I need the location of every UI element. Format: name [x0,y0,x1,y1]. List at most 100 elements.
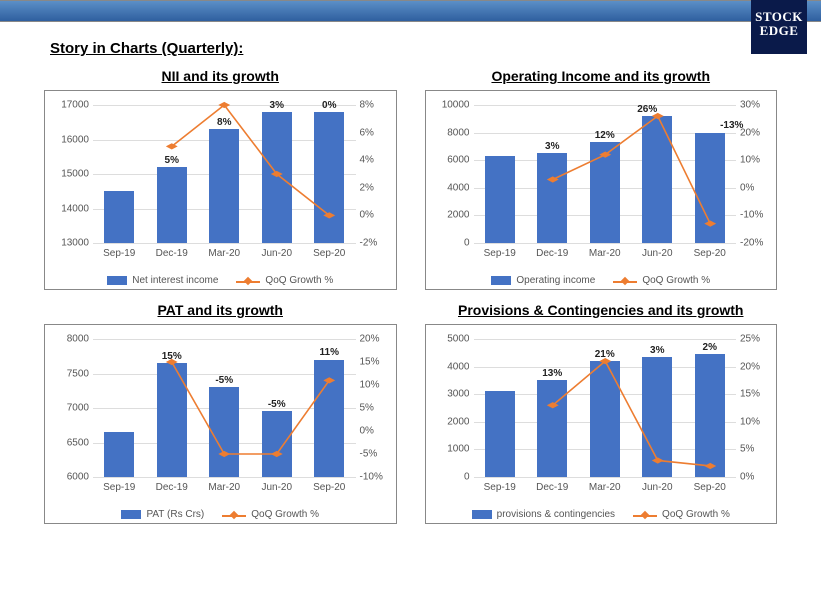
data-label: 21% [595,349,615,360]
legend-item-bar: provisions & contingencies [472,509,615,520]
plot-area: 0200040006000800010000-20%-10%0%10%20%30… [474,105,737,243]
y2-tick-label: 6% [360,127,394,138]
data-label: -5% [215,375,233,386]
line-marker [704,221,716,227]
x-labels: Sep-19Dec-19Mar-20Jun-20Sep-20 [474,482,737,493]
gridline [93,243,356,244]
legend-line-label: QoQ Growth % [662,509,730,520]
y1-tick-label: 7000 [49,403,89,414]
plot-area: 1300014000150001600017000-2%0%2%4%6%8%5%… [93,105,356,243]
legend: Net interest income QoQ Growth % [45,275,396,286]
x-tick-label: Sep-19 [474,482,527,493]
data-label: 0% [322,100,336,111]
y2-tick-label: 30% [740,100,774,111]
x-tick-label: Sep-19 [93,482,146,493]
legend: Operating incomeQoQ Growth % [426,275,777,286]
y2-tick-label: 0% [360,210,394,221]
qoq-line [552,116,710,224]
line-swatch-icon [222,510,246,520]
logo-line1: STOCK [751,10,807,24]
legend-bar-label: Net interest income [132,275,218,286]
data-label: 2% [703,342,717,353]
data-label: 26% [637,104,657,115]
x-tick-label: Sep-20 [303,248,356,259]
y2-tick-label: 10% [740,416,774,427]
legend: provisions & contingencies QoQ Growth % [426,509,777,520]
y2-tick-label: -20% [740,238,774,249]
line-svg [474,105,737,243]
legend-item-line: QoQ Growth % [236,275,333,286]
y2-tick-label: 5% [360,403,394,414]
chart-box: 60006500700075008000-10%-5%0%5%10%15%20%… [44,324,397,524]
y1-tick-label: 4000 [430,182,470,193]
line-marker [218,451,230,457]
data-label: -13% [720,120,743,131]
x-tick-label: Jun-20 [251,482,304,493]
y1-tick-label: 6000 [430,155,470,166]
gridline [93,477,356,478]
y2-tick-label: 20% [360,334,394,345]
y2-tick-label: 10% [740,155,774,166]
data-label: 15% [162,351,182,362]
x-tick-label: Jun-20 [631,248,684,259]
x-tick-label: Mar-20 [579,482,632,493]
plot-area: 60006500700075008000-10%-5%0%5%10%15%20%… [93,339,356,477]
y1-tick-label: 0 [430,472,470,483]
y1-tick-label: 13000 [49,238,89,249]
y1-tick-label: 14000 [49,203,89,214]
gridline [474,243,737,244]
gridline [474,477,737,478]
data-label: 3% [270,100,284,111]
y1-tick-label: 15000 [49,169,89,180]
y1-tick-label: 16000 [49,134,89,145]
line-marker [323,212,335,218]
line-marker [704,463,716,469]
y1-tick-label: 6500 [49,437,89,448]
line-marker [271,451,283,457]
legend-bar-label: PAT (Rs Crs) [146,509,204,520]
line-marker [651,457,663,463]
y2-tick-label: 25% [740,334,774,345]
y2-tick-label: 15% [360,357,394,368]
chart-title: Provisions & Contingencies and its growt… [425,302,778,318]
x-tick-label: Dec-19 [526,248,579,259]
y1-tick-label: 10000 [430,100,470,111]
legend: PAT (Rs Crs) QoQ Growth % [45,509,396,520]
x-tick-label: Jun-20 [251,248,304,259]
y2-tick-label: 8% [360,100,394,111]
legend-bar-label: Operating income [516,275,595,286]
line-marker [546,402,558,408]
x-tick-label: Sep-20 [303,482,356,493]
chart-box: 0200040006000800010000-20%-10%0%10%20%30… [425,90,778,290]
chart-panel-pat: PAT and its growth60006500700075008000-1… [44,302,397,524]
data-label: 13% [542,368,562,379]
y1-tick-label: 8000 [49,334,89,345]
y1-tick-label: 4000 [430,361,470,372]
y2-tick-label: 10% [360,380,394,391]
x-tick-label: Mar-20 [198,248,251,259]
x-tick-label: Dec-19 [526,482,579,493]
top-bar [0,0,821,22]
line-marker [323,377,335,383]
x-labels: Sep-19Dec-19Mar-20Jun-20Sep-20 [474,248,737,259]
chart-title: NII and its growth [44,68,397,84]
y1-tick-label: 17000 [49,100,89,111]
y1-tick-label: 8000 [430,127,470,138]
y1-tick-label: 0 [430,238,470,249]
y2-tick-label: 2% [360,182,394,193]
bar-swatch-icon [472,510,492,519]
line-swatch-icon [633,510,657,520]
x-tick-label: Mar-20 [579,248,632,259]
bar-swatch-icon [107,276,127,285]
legend-line-label: QoQ Growth % [265,275,333,286]
legend-item-line: QoQ Growth % [222,509,319,520]
y2-tick-label: 15% [740,389,774,400]
chart-panel-prov: Provisions & Contingencies and its growt… [425,302,778,524]
y2-tick-label: 0% [740,472,774,483]
line-swatch-icon [613,276,637,286]
line-marker [218,102,230,108]
data-label: 8% [217,117,231,128]
y1-tick-label: 2000 [430,416,470,427]
y2-tick-label: -2% [360,238,394,249]
legend-line-label: QoQ Growth % [251,509,319,520]
